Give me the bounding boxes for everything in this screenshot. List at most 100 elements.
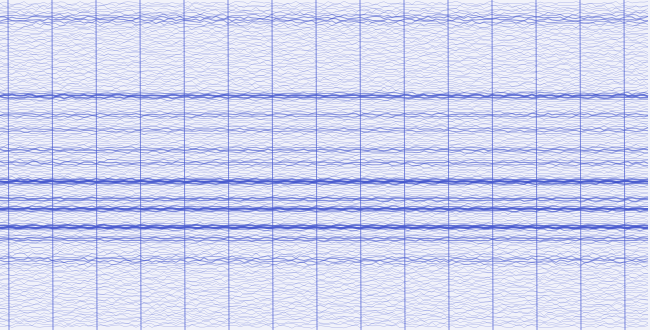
trace-line [0, 19, 649, 24]
trace-line [0, 57, 649, 62]
trace-line [0, 102, 649, 106]
trace-line [0, 100, 649, 104]
trace-line [0, 11, 649, 16]
trace-line [0, 123, 649, 127]
trace-line [0, 67, 649, 73]
trace-line [0, 160, 649, 165]
trace-line [0, 250, 649, 256]
trace-line [0, 315, 649, 321]
trace-line [0, 215, 649, 219]
trace-line [0, 307, 649, 312]
trace-line [0, 7, 649, 12]
trace-line [0, 146, 649, 150]
trace-line [0, 200, 649, 205]
trace-line [0, 246, 649, 251]
trace-line [0, 238, 649, 242]
trace-line [0, 296, 649, 302]
trace-marker [403, 0, 406, 330]
trace-line [0, 156, 649, 161]
trace-line [0, 137, 649, 142]
trace-line [0, 30, 649, 35]
trace-line [0, 228, 649, 232]
trace-marker [227, 0, 230, 330]
trace-line [0, 173, 649, 177]
trace-line [0, 311, 649, 317]
trace-line [0, 144, 649, 148]
trace-line [0, 32, 649, 37]
trace-line [0, 186, 649, 190]
trace-line [0, 286, 649, 291]
trace-line [0, 209, 649, 213]
trace-line [0, 169, 649, 173]
trace-line [0, 309, 649, 314]
trace-line [0, 240, 649, 245]
trace-marker [359, 0, 362, 330]
trace-line [0, 259, 649, 264]
trace-line [0, 72, 649, 77]
trace-line [0, 267, 649, 272]
trace-marker [447, 0, 450, 330]
trace-line [0, 118, 649, 123]
trace-line [0, 204, 649, 209]
trace-line [0, 254, 649, 260]
trace-line [0, 44, 649, 50]
trace-line [0, 234, 649, 238]
trace-line [0, 0, 649, 6]
trace-line [0, 65, 649, 71]
trace-line [0, 59, 649, 65]
trace-line [0, 80, 649, 86]
trace-line [0, 303, 649, 308]
trace-line [0, 114, 649, 119]
trace-line [0, 242, 649, 247]
trace-line [0, 275, 649, 281]
trace-line [0, 2, 649, 8]
trace-line [0, 55, 649, 60]
trace-line [0, 171, 649, 175]
trace-line [0, 15, 649, 20]
trace-line [0, 278, 649, 283]
trace-line [0, 158, 649, 163]
trace-line [0, 288, 649, 293]
trace-line [0, 51, 649, 56]
trace-line [0, 150, 649, 154]
trace-line [0, 40, 649, 46]
trace-line [0, 129, 649, 133]
trace-line [0, 61, 649, 67]
trace-line [0, 207, 649, 211]
trace-line [0, 213, 649, 217]
trace-line [0, 152, 649, 156]
trace-line [0, 154, 649, 158]
trace-line [0, 140, 649, 144]
trace-line [0, 263, 649, 268]
trace-line [0, 273, 649, 279]
trace-line [0, 280, 649, 285]
trace-line [0, 13, 649, 18]
trace-line [0, 188, 649, 192]
trace-marker [271, 0, 274, 330]
trace-line [0, 84, 649, 90]
trace-line [0, 219, 649, 224]
trace-line [0, 93, 649, 98]
trace-line [0, 271, 649, 277]
trace-line [0, 284, 649, 289]
trace-marker [315, 0, 318, 330]
trace-line [0, 110, 649, 114]
trace-line [0, 324, 649, 329]
trace-line [0, 91, 649, 96]
trace-line [0, 4, 649, 10]
trace-line [0, 108, 649, 112]
trace-line [0, 53, 649, 58]
trace-line [0, 223, 649, 228]
trace-line [0, 24, 649, 29]
trace-line [0, 221, 649, 226]
trace-marker [139, 0, 142, 330]
trace-marker [95, 0, 98, 330]
trace-line [0, 49, 649, 54]
trace-marker [183, 0, 186, 330]
trace-line [0, 313, 649, 319]
trace-marker [579, 0, 582, 330]
trace-line [0, 179, 649, 184]
trace-line [0, 282, 649, 287]
